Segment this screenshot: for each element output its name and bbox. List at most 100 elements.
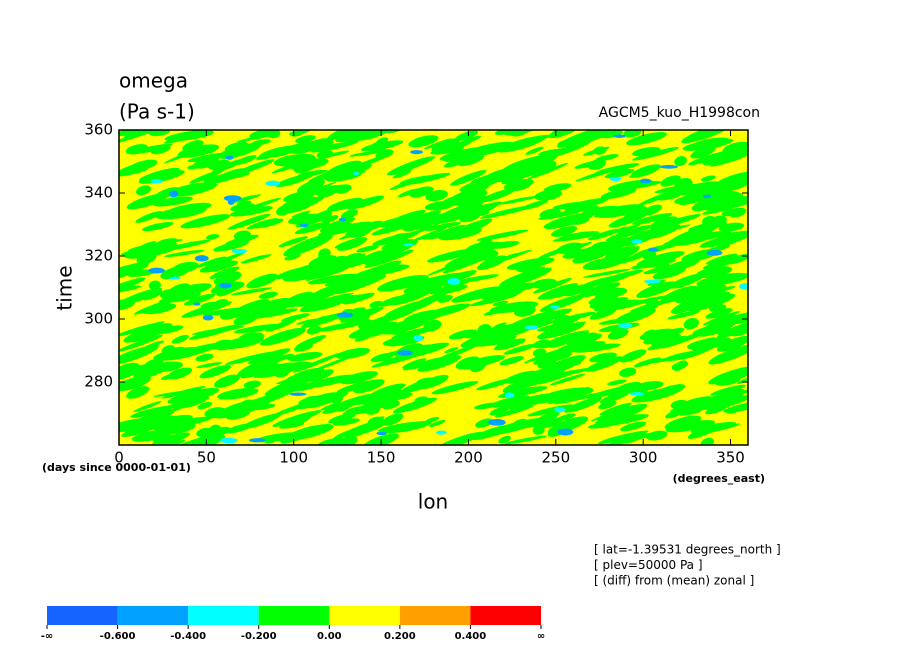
- contour-streak: [160, 369, 191, 381]
- contour-streak: [691, 340, 712, 352]
- y-axis-label: time: [53, 265, 77, 310]
- contour-spot: [618, 322, 633, 329]
- contour-streak: [716, 203, 733, 211]
- contour-streak: [697, 284, 727, 299]
- contour-streak: [119, 261, 149, 277]
- contour-streak: [360, 140, 404, 152]
- contour-streak: [175, 150, 215, 158]
- contour-streak: [272, 410, 322, 427]
- contour-streak: [647, 384, 686, 400]
- contour-streak: [622, 432, 647, 444]
- contour-streak: [393, 397, 437, 414]
- contour-streak: [539, 330, 590, 349]
- contour-streak: [213, 271, 242, 286]
- contour-streak: [349, 149, 390, 157]
- contour-streak: [594, 299, 644, 312]
- contour-spot: [436, 430, 447, 435]
- contour-streak: [583, 274, 630, 287]
- contour-streak: [540, 355, 586, 376]
- contour-streak: [288, 213, 323, 225]
- colorbar-box: [470, 606, 541, 625]
- contour-streak: [190, 339, 244, 349]
- contour-spot: [549, 305, 561, 309]
- contour-streak: [297, 261, 341, 272]
- contour-streak: [471, 427, 525, 438]
- contour-streak: [483, 167, 519, 181]
- contour-streak: [549, 373, 586, 386]
- contour-streak: [565, 340, 606, 352]
- contour-streak: [434, 201, 484, 222]
- contour-streak: [715, 370, 748, 384]
- contour-streak: [338, 222, 389, 240]
- contour-streak: [654, 183, 697, 194]
- contour-streak: [322, 393, 375, 414]
- contour-streak: [415, 377, 438, 387]
- colorbar-box: [258, 606, 330, 625]
- contour-streak: [297, 169, 328, 177]
- contour-streak: [594, 163, 640, 174]
- contour-streak: [448, 329, 478, 340]
- contour-streak: [433, 224, 466, 238]
- contour-streak: [164, 249, 204, 257]
- contour-streak: [681, 393, 731, 408]
- contour-streak: [187, 160, 222, 170]
- y-tick-label: 300: [84, 310, 113, 328]
- contour-streak: [229, 194, 261, 204]
- contour-spot: [338, 217, 347, 222]
- contour-streak: [498, 435, 511, 444]
- contour-streak: [562, 248, 591, 259]
- contour-streak: [674, 156, 687, 167]
- contour-streak: [632, 147, 661, 157]
- contour-streak: [139, 167, 180, 181]
- contour-streak: [297, 179, 325, 194]
- contour-streak: [364, 249, 414, 268]
- contour-streak: [135, 409, 175, 425]
- contour-streak: [324, 171, 362, 182]
- contour-streak: [699, 232, 748, 248]
- contour-spot: [739, 283, 748, 290]
- contour-streak: [671, 362, 684, 371]
- contour-streak: [545, 386, 590, 400]
- contour-streak: [656, 193, 682, 201]
- contour-streak: [414, 292, 447, 307]
- contour-streak: [667, 310, 701, 320]
- contour-streak: [276, 371, 319, 385]
- contour-streak: [246, 273, 279, 289]
- contour-streak: [483, 301, 530, 316]
- contour-streak: [502, 381, 527, 394]
- contour-streak: [213, 240, 249, 252]
- contour-streak: [568, 242, 592, 251]
- axes: 0 50 100 150 200 250 300 350 280 300 320 340 360 [ la…: [84, 121, 780, 588]
- contour-streak: [411, 227, 448, 242]
- x-tick-label: 150: [367, 449, 396, 467]
- contour-streak: [209, 266, 240, 279]
- contour-streak: [461, 360, 480, 370]
- contour-streak: [327, 130, 363, 141]
- contour-streak: [212, 257, 232, 267]
- contour-streak: [531, 278, 557, 289]
- contour-streak: [633, 357, 662, 368]
- contour-streak: [313, 355, 355, 371]
- contour-streak: [119, 334, 163, 352]
- contour-streak: [492, 300, 509, 306]
- contour-streak: [279, 422, 305, 429]
- contour-streak: [148, 280, 161, 291]
- contour-streak: [328, 413, 356, 424]
- contour-streak: [672, 423, 700, 433]
- contour-streak: [431, 381, 479, 395]
- contour-streak: [196, 256, 227, 268]
- contour-spot: [219, 437, 238, 444]
- annotation: [ lat=-1.39531 degrees_north ]: [594, 543, 781, 557]
- contour-streak: [479, 321, 535, 333]
- contour-streak: [450, 218, 493, 237]
- y-tick-label: 360: [84, 121, 113, 139]
- contour-streak: [119, 424, 128, 430]
- contour-streak: [595, 403, 648, 426]
- contour-streak: [538, 209, 584, 220]
- contour-spot: [643, 279, 661, 284]
- contour-streak: [716, 335, 748, 352]
- contour-streak: [576, 130, 626, 139]
- contour-streak: [529, 134, 553, 140]
- contour-streak: [686, 293, 736, 312]
- colorbar-box: [399, 606, 471, 625]
